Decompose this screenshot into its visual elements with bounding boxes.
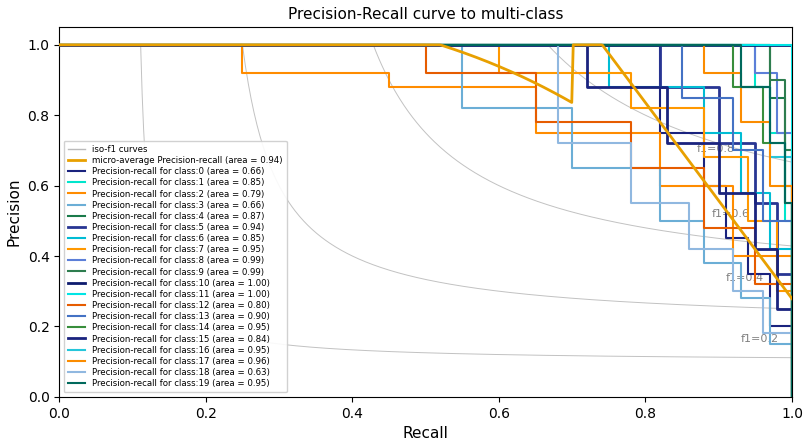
Legend: iso-f1 curves, micro-average Precision-recall (area = 0.94), Precision-recall fo: iso-f1 curves, micro-average Precision-r… xyxy=(63,141,287,392)
Y-axis label: Precision: Precision xyxy=(7,178,22,246)
Text: f1=0.6: f1=0.6 xyxy=(711,209,749,220)
Text: f1=0.8: f1=0.8 xyxy=(697,144,735,154)
Title: Precision-Recall curve to multi-class: Precision-Recall curve to multi-class xyxy=(288,7,564,22)
Text: f1=0.4: f1=0.4 xyxy=(726,273,764,283)
Text: f1=0.2: f1=0.2 xyxy=(741,334,779,344)
X-axis label: Recall: Recall xyxy=(403,426,449,441)
